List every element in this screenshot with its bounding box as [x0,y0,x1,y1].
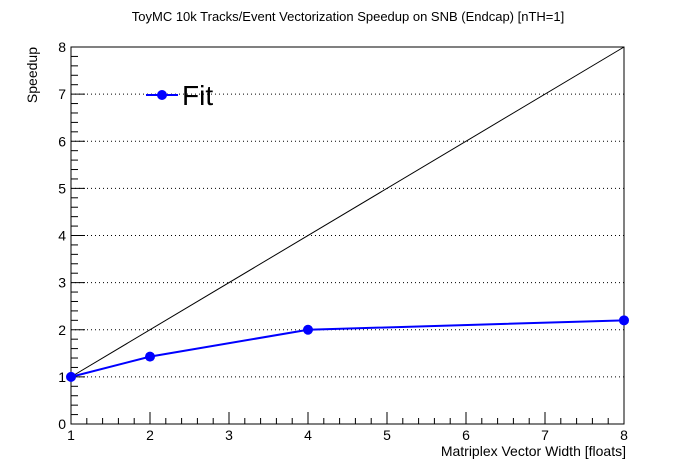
y-tick-label: 2 [58,322,66,338]
ideal-line [70,46,625,378]
grid-lines [71,93,624,378]
y-tick-label: 5 [58,180,66,196]
data-point [145,351,155,362]
series-layer [66,315,629,382]
legend-swatch-marker [157,90,167,100]
ideal-reference-line [70,46,625,378]
y-tick-label: 6 [58,133,66,149]
x-tick-label: 5 [383,427,391,443]
y-axis-label: Speedup [24,47,40,103]
x-tick-label: 3 [225,427,233,443]
chart-title: ToyMC 10k Tracks/Event Vectorization Spe… [132,9,564,24]
data-point [66,371,76,382]
x-tick-label: 4 [304,427,312,443]
y-tick-label: 0 [58,416,66,432]
data-point [619,315,629,326]
x-tick-label: 2 [146,427,154,443]
legend-entry-fit: Fit [182,80,213,111]
y-tick-label: 8 [58,39,66,55]
legend: Fit [146,80,213,111]
x-tick-label: 1 [67,427,75,443]
y-tick-label: 1 [58,369,66,385]
x-axis-label: Matriplex Vector Width [floats] [441,443,626,459]
y-tick-label: 4 [58,228,66,244]
y-tick-label: 3 [58,275,66,291]
x-tick-label: 8 [620,427,628,443]
x-tick-label: 6 [462,427,470,443]
data-point [303,324,313,335]
y-tick-label: 7 [58,86,66,102]
series-line-fit [70,319,625,378]
x-tick-label: 7 [541,427,549,443]
